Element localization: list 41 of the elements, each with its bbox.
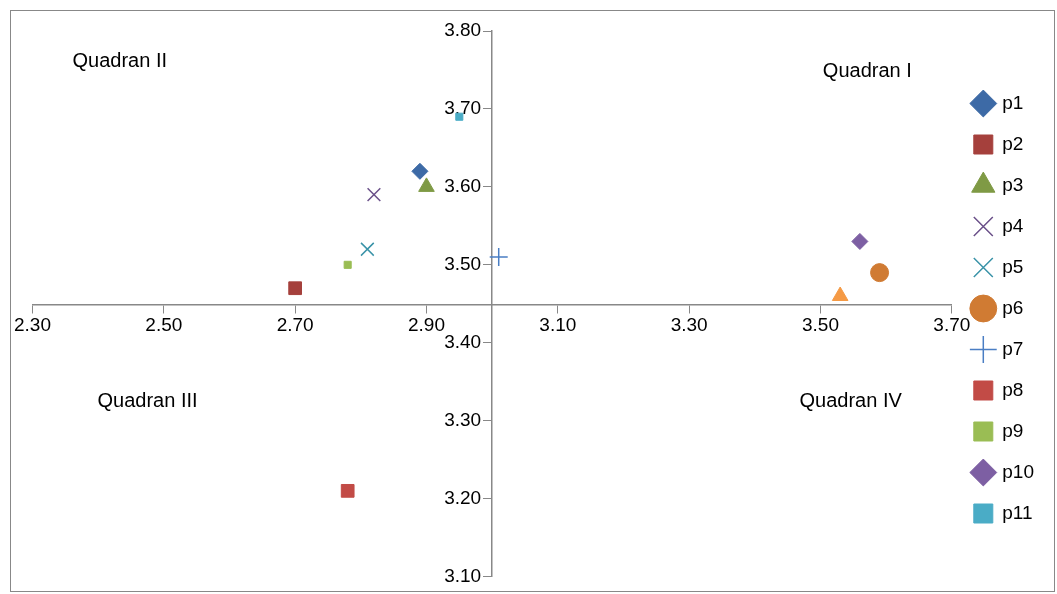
y-tick-label: 3.70 (444, 97, 482, 119)
legend-label: p4 (1002, 214, 1024, 236)
annotation: Quadran IV (799, 388, 903, 411)
legend-label: p7 (1002, 337, 1024, 359)
x-tick-label: 3.10 (539, 314, 577, 336)
x-tick-label: 3.70 (933, 314, 971, 336)
point (288, 281, 303, 296)
point (831, 286, 849, 302)
legend-label: p5 (1002, 255, 1024, 277)
point (343, 260, 352, 269)
legend-label: p2 (1002, 132, 1024, 154)
legend-label: p10 (1002, 460, 1034, 482)
legend-label: p11 (1002, 501, 1033, 523)
x-tick-label: 2.50 (145, 314, 183, 336)
legend-label: p3 (1002, 173, 1024, 195)
y-tick-label: 3.80 (444, 19, 482, 41)
point (851, 232, 869, 250)
legend-label: p9 (1002, 419, 1024, 441)
legend-label: p6 (1002, 296, 1024, 318)
point (340, 484, 355, 498)
x-tick-label: 3.50 (801, 314, 839, 336)
point (488, 247, 509, 267)
x-tick-label: 2.90 (407, 314, 445, 336)
annotation: Quadran II (72, 48, 168, 71)
y-tick-label: 3.60 (444, 175, 482, 197)
y-tick-label: 3.50 (444, 253, 482, 275)
point (366, 187, 382, 202)
y-tick-label: 3.30 (444, 408, 482, 430)
y-tick-label: 3.20 (444, 486, 482, 508)
annotation: Quadran III (97, 388, 198, 411)
y-tick-label: 3.40 (444, 331, 482, 353)
legend-label: p1 (1002, 91, 1024, 113)
annotation: Quadran I (822, 58, 912, 81)
point (870, 263, 890, 283)
x-tick-label: 2.70 (276, 314, 314, 336)
x-tick-label: 3.30 (670, 314, 708, 336)
legend-label: p8 (1002, 378, 1024, 400)
point (411, 162, 429, 180)
y-tick-label: 3.10 (444, 564, 482, 586)
point (360, 242, 375, 257)
x-tick-label: 2.30 (14, 314, 51, 336)
